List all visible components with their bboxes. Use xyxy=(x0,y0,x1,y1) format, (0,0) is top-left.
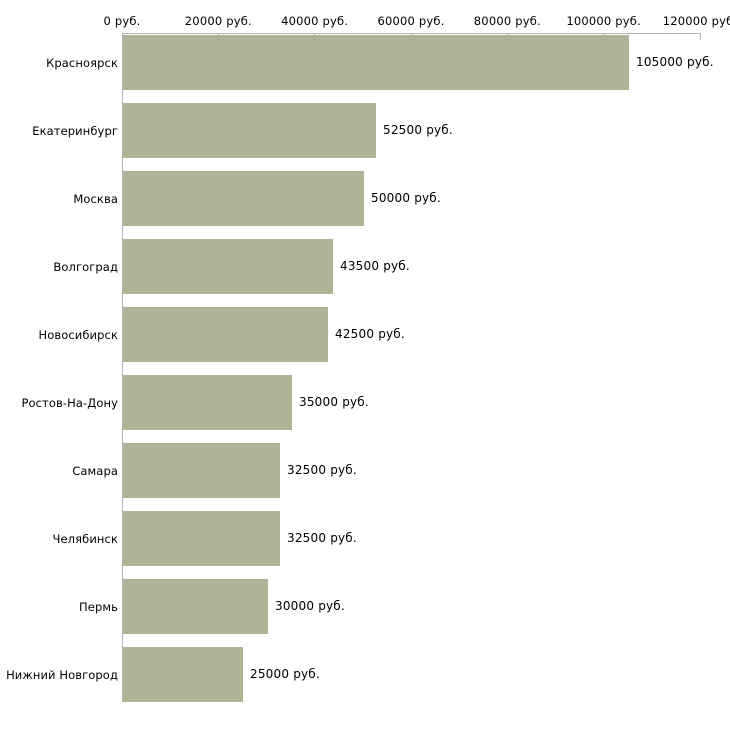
bar[interactable] xyxy=(123,443,280,498)
bar-value-label: 32500 руб. xyxy=(287,462,357,477)
category-label-wrap: Красноярск xyxy=(0,56,118,70)
x-tick-mark xyxy=(699,33,701,40)
bar-value-label: 52500 руб. xyxy=(383,122,453,137)
category-label: Новосибирск xyxy=(38,327,118,342)
category-label: Челябинск xyxy=(52,531,118,546)
bar[interactable] xyxy=(123,511,280,566)
category-label: Ростов-На-Дону xyxy=(21,395,118,410)
category-label-wrap: Новосибирск xyxy=(0,328,118,342)
category-label-wrap: Челябинск xyxy=(0,532,118,546)
x-tick-label: 20000 руб. xyxy=(184,14,252,28)
category-label-wrap: Москва xyxy=(0,192,118,206)
category-label: Самара xyxy=(72,463,118,478)
bar-value-label: 25000 руб. xyxy=(250,666,320,681)
category-label: Волгоград xyxy=(53,259,118,274)
category-label: Москва xyxy=(73,191,118,206)
bar-value-label: 105000 руб. xyxy=(636,54,714,69)
category-label-wrap: Нижний Новгород xyxy=(0,668,118,682)
bar[interactable] xyxy=(123,171,364,226)
bar-value-label: 32500 руб. xyxy=(287,530,357,545)
bar-value-label: 43500 руб. xyxy=(340,258,410,273)
bar[interactable] xyxy=(123,35,629,90)
category-label-wrap: Волгоград xyxy=(0,260,118,274)
category-label: Нижний Новгород xyxy=(6,667,118,682)
x-tick-label: 40000 руб. xyxy=(281,14,349,28)
bar[interactable] xyxy=(123,375,292,430)
bar[interactable] xyxy=(123,307,328,362)
x-tick-label: 60000 руб. xyxy=(377,14,445,28)
bar[interactable] xyxy=(123,103,376,158)
category-label: Красноярск xyxy=(46,55,118,70)
bar-value-label: 42500 руб. xyxy=(335,326,405,341)
x-tick-mark xyxy=(121,33,123,40)
category-label: Пермь xyxy=(79,599,118,614)
bar[interactable] xyxy=(123,239,333,294)
x-tick-label: 120000 руб. xyxy=(662,14,730,28)
category-label: Екатеринбург xyxy=(32,123,118,138)
category-label-wrap: Пермь xyxy=(0,600,118,614)
x-tick-label: 0 руб. xyxy=(103,14,141,28)
category-label-wrap: Екатеринбург xyxy=(0,124,118,138)
bar[interactable] xyxy=(123,579,268,634)
category-label-wrap: Самара xyxy=(0,464,118,478)
bar[interactable] xyxy=(123,647,243,702)
x-tick-label: 100000 руб. xyxy=(566,14,641,28)
bar-value-label: 30000 руб. xyxy=(275,598,345,613)
bar-value-label: 50000 руб. xyxy=(371,190,441,205)
category-label-wrap: Ростов-На-Дону xyxy=(0,396,118,410)
bar-value-label: 35000 руб. xyxy=(299,394,369,409)
x-tick-label: 80000 руб. xyxy=(473,14,541,28)
y-axis-line xyxy=(122,33,123,702)
